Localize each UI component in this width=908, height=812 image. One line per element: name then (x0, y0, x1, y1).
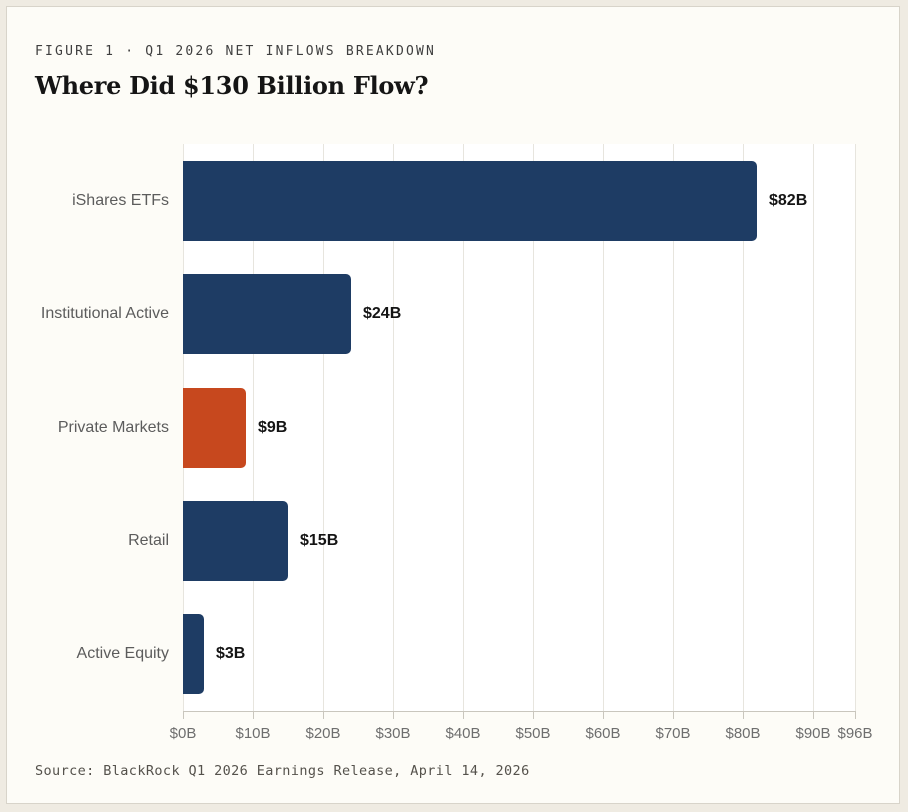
value-label: $24B (363, 305, 402, 323)
x-axis-tick (463, 711, 464, 719)
x-tick-label: $40B (445, 725, 481, 742)
category-label: Retail (128, 531, 169, 549)
gridline (813, 144, 814, 711)
x-axis-tick (603, 711, 604, 719)
figure-card: FIGURE 1 · Q1 2026 NET INFLOWS BREAKDOWN… (6, 6, 900, 804)
x-axis-line (183, 711, 855, 712)
x-axis-tick (393, 711, 394, 719)
page-title: Where Did $130 Billion Flow? (35, 71, 429, 100)
x-tick-label: $50B (515, 725, 551, 742)
gridline (323, 144, 324, 711)
x-axis-tick (323, 711, 324, 719)
gridline (743, 144, 744, 711)
x-tick-label: $70B (655, 725, 691, 742)
gridline (253, 144, 254, 711)
gridline (673, 144, 674, 711)
category-label: Private Markets (57, 418, 169, 436)
x-tick-label: $90B (795, 725, 831, 742)
x-axis-tick (533, 711, 534, 719)
gridline (603, 144, 604, 711)
x-tick-label: $96B (837, 725, 873, 742)
value-label: $3B (216, 645, 246, 663)
gridline (463, 144, 464, 711)
source-note: Source: BlackRock Q1 2026 Earnings Relea… (35, 763, 530, 779)
bar-active-equity (183, 614, 204, 695)
x-axis-tick (183, 711, 184, 719)
bar-retail (183, 500, 288, 581)
bar-private-markets (183, 387, 246, 468)
x-tick-label: $20B (305, 725, 341, 742)
x-tick-label: $60B (585, 725, 621, 742)
value-label: $9B (258, 418, 288, 436)
gridline (855, 144, 856, 711)
category-label: Institutional Active (40, 305, 169, 323)
x-tick-label: $0B (169, 725, 197, 742)
bar-ishares-etfs (183, 160, 757, 241)
figure-label: FIGURE 1 · Q1 2026 NET INFLOWS BREAKDOWN (35, 44, 437, 59)
x-axis-tick (813, 711, 814, 719)
gridline (533, 144, 534, 711)
value-label: $15B (300, 531, 339, 549)
x-tick-label: $10B (235, 725, 271, 742)
category-label: Active Equity (76, 645, 169, 663)
x-tick-label: $30B (375, 725, 411, 742)
gridline (393, 144, 394, 711)
x-axis-tick (855, 711, 856, 719)
x-axis-tick (743, 711, 744, 719)
x-axis-tick (673, 711, 674, 719)
bar-chart: $0B $10B $20B $30B $40B $50B $60B $70B $80B $90B $… (7, 7, 901, 805)
category-label: iShares ETFs (72, 191, 169, 209)
x-tick-label: $80B (725, 725, 761, 742)
x-axis-tick (253, 711, 254, 719)
value-label: $82B (769, 191, 808, 209)
bar-institutional-active (183, 274, 351, 355)
